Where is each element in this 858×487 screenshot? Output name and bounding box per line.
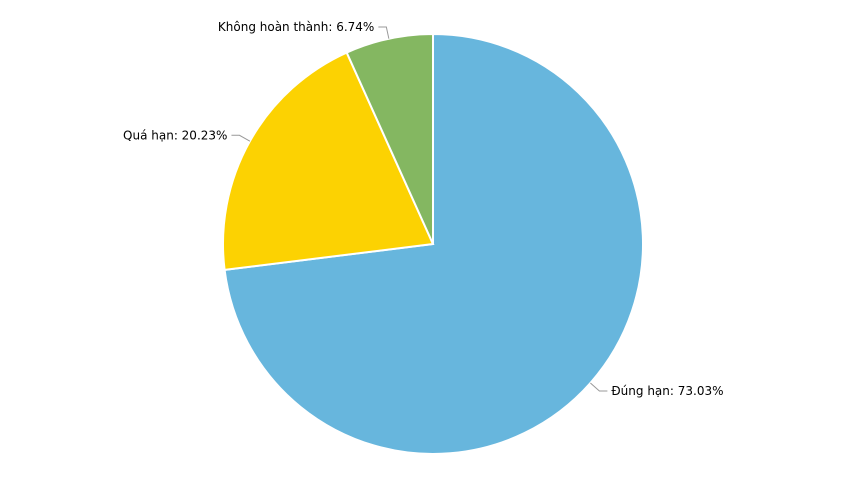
pie-slice-1[interactable] <box>222 51 435 272</box>
leader-line-0 <box>590 382 608 392</box>
slice-label-khong-hoan-thanh: Không hoàn thành: 6.74% <box>218 20 374 34</box>
pie-labels: Đúng hạn: 73.03% Quá hạn: 20.23% Không h… <box>123 20 723 398</box>
slice-label-dung-han: Đúng hạn: 73.03% <box>611 384 723 398</box>
slice-label-qua-han: Quá hạn: 20.23% <box>123 128 227 142</box>
leader-line-2 <box>378 26 390 39</box>
leader-line-1 <box>231 134 251 142</box>
pie-slices <box>222 32 644 455</box>
